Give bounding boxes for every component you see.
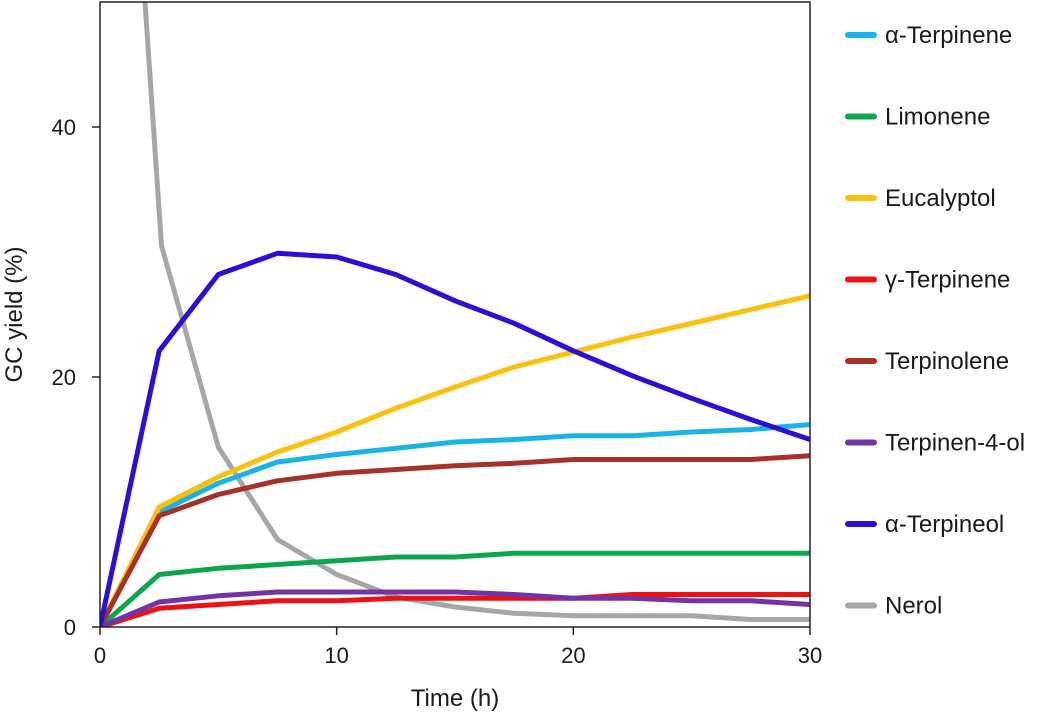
x-axis: 0 10 20 30: [94, 627, 822, 668]
legend-item: α-Terpinene: [845, 22, 1012, 49]
legend-item: Terpinen-4-ol: [845, 430, 1025, 457]
legend-label: α-Terpinene: [885, 22, 1012, 49]
legend-item: Terpinolene: [845, 348, 1009, 375]
legend-label: Eucalyptol: [885, 185, 996, 212]
series-line-2: [100, 550, 810, 627]
legend-label: γ-Terpinene: [885, 267, 1010, 294]
x-tick-label: 0: [94, 643, 106, 668]
y-axis-title: GC yield (%): [1, 246, 28, 382]
y-tick-label: 20: [52, 365, 76, 390]
plot-lines: [100, 2, 810, 627]
legend: α-Terpinene Limonene Eucalyptol γ-Terpinene…: [845, 22, 1025, 620]
y-tick-label: 40: [52, 115, 76, 140]
x-axis-title: Time (h): [411, 685, 499, 712]
y-axis: 0 20 40: [52, 115, 100, 640]
plot-frame: [99, 1, 811, 628]
legend-item: Nerol: [845, 593, 942, 620]
y-tick-label: 0: [64, 615, 76, 640]
legend-item: Limonene: [845, 104, 990, 131]
legend-item: α-Terpineol: [845, 511, 1004, 538]
series-line-7: [100, 250, 810, 627]
series-line-6: [100, 589, 810, 627]
x-tick-label: 30: [798, 643, 822, 668]
legend-label: Terpinolene: [885, 348, 1009, 375]
series-line-5: [100, 453, 810, 627]
legend-label: α-Terpineol: [885, 511, 1004, 538]
series-line-4: [100, 592, 810, 627]
legend-label: Terpinen-4-ol: [885, 430, 1025, 457]
legend-item: γ-Terpinene: [845, 267, 1010, 294]
series-line-1: [100, 422, 810, 627]
legend-label: Limonene: [885, 104, 990, 131]
x-tick-label: 10: [324, 643, 348, 668]
legend-label: Nerol: [885, 593, 942, 620]
series-line-8: [142, 2, 810, 622]
series-line-3: [100, 293, 810, 627]
x-tick-label: 20: [561, 643, 585, 668]
legend-item: Eucalyptol: [845, 185, 996, 212]
